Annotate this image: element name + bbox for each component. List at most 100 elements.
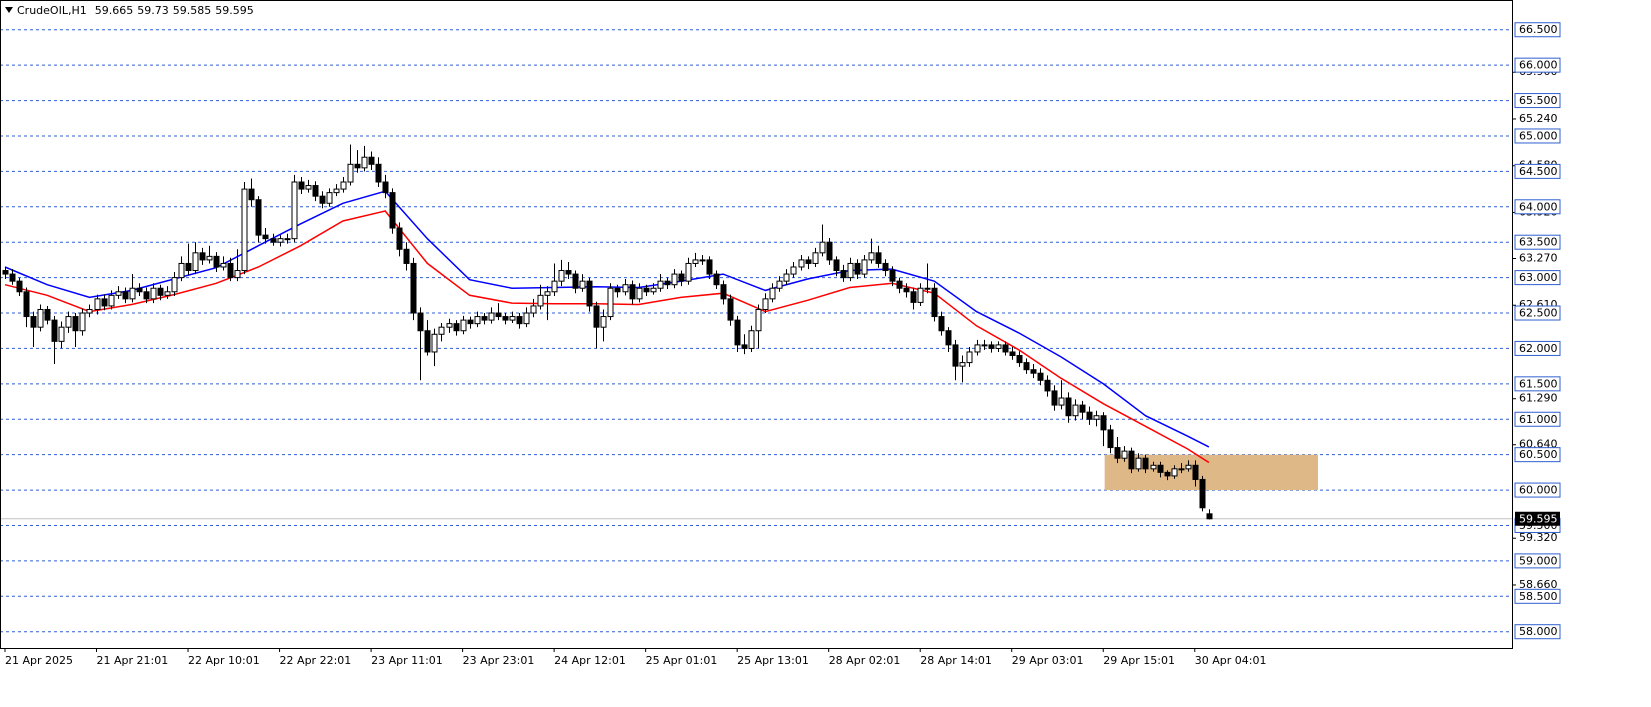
y-tick-label: 62.000 [1519, 342, 1558, 355]
candle-body [382, 181, 389, 194]
candle-body [150, 287, 157, 300]
candle-body [748, 330, 755, 349]
y-tick-box [1514, 411, 1561, 427]
candle-body [298, 181, 305, 190]
candle-body [122, 291, 129, 300]
x-tick-label: 30 Apr 04:01 [1195, 654, 1267, 667]
candle-body [72, 316, 79, 332]
candle-body [586, 280, 593, 307]
moving-average-line [4, 210, 1210, 464]
current-price-box [1515, 511, 1560, 526]
candle-body [206, 255, 213, 261]
candle-body [657, 280, 664, 289]
candle-body [783, 273, 790, 282]
candle-body [812, 252, 819, 264]
candle-body [868, 252, 875, 261]
y-tick-label: 66.000 [1519, 59, 1558, 72]
candle-body [1051, 390, 1058, 406]
candle-body [600, 316, 607, 328]
candle-body [291, 181, 298, 240]
y-tick-box [1514, 93, 1561, 109]
y-tick-label: 65.500 [1519, 94, 1558, 107]
x-tick-label: 23 Apr 23:01 [463, 654, 535, 667]
candle-body [368, 156, 375, 165]
y-tick-label: 63.000 [1519, 271, 1558, 284]
candle-body [143, 291, 150, 300]
y-tick-box [1514, 305, 1561, 321]
high-value: 59.73 [137, 4, 169, 17]
x-tick-label: 23 Apr 11:01 [371, 654, 443, 667]
candle-body [903, 287, 910, 293]
y-tick-box [1514, 270, 1561, 286]
candle-body [896, 280, 903, 289]
candle-body [1121, 450, 1128, 459]
candle-body [1065, 397, 1072, 417]
candle-body [481, 316, 488, 321]
candle-body [446, 323, 453, 328]
candle-body [284, 238, 291, 241]
candle-body [671, 273, 678, 286]
candle-body [1030, 369, 1037, 374]
candle-body [650, 287, 657, 293]
x-tick-label: 22 Apr 22:01 [280, 654, 352, 667]
candle-body [509, 316, 516, 321]
candle-body [410, 262, 417, 314]
candle-body [220, 262, 227, 268]
candle-body [692, 259, 699, 264]
y-tick-box [1514, 22, 1561, 38]
header: CrudeOIL,H1 59.665 59.73 59.585 59.595 [17, 4, 254, 17]
candle-body [136, 287, 143, 293]
candle-body [1079, 404, 1086, 413]
y-tick-label: 58.000 [1519, 625, 1558, 638]
candle-body [241, 188, 248, 272]
candle-body [607, 287, 614, 318]
candle-body [713, 273, 720, 286]
candle-body [861, 259, 868, 275]
menu-triangle[interactable] [5, 7, 13, 13]
candle-body [270, 238, 277, 243]
candle-body [129, 287, 136, 300]
candle-body [720, 284, 727, 300]
y-tick-box [1514, 553, 1561, 569]
y-tick-box [1514, 128, 1561, 144]
candle-body [453, 323, 460, 332]
candle-body [790, 266, 797, 275]
candle-body [178, 262, 185, 279]
x-tick-label: 24 Apr 12:01 [554, 654, 626, 667]
plot-frame [0, 0, 1513, 649]
x-tick-label: 25 Apr 01:01 [646, 654, 718, 667]
candle-body [544, 291, 551, 296]
x-tick-label: 22 Apr 10:01 [188, 654, 260, 667]
candle-body [86, 308, 93, 314]
candle-body [438, 326, 445, 335]
candle-body [1023, 362, 1030, 371]
candle-body [1157, 464, 1164, 473]
candle-body [614, 287, 621, 293]
candle-body [1135, 457, 1142, 470]
x-tick-label: 28 Apr 14:01 [920, 654, 992, 667]
y-tick-box [1514, 234, 1561, 250]
candle-body [192, 252, 199, 272]
candle-body [945, 330, 952, 346]
candle-body [988, 344, 995, 349]
candle-body [1150, 464, 1157, 470]
candle-body [840, 270, 847, 279]
y-tick-label: 59.000 [1519, 554, 1558, 567]
candle-body [952, 344, 959, 367]
plot [0, 29, 1512, 633]
low-value: 59.585 [173, 4, 212, 17]
y-tick-box [1514, 588, 1561, 604]
candle-body [565, 270, 572, 275]
candle-body [403, 248, 410, 264]
candle-body [1044, 379, 1051, 392]
y-tick-box [1514, 482, 1561, 498]
candle-body [1016, 355, 1023, 364]
y-tick-label: 60.500 [1519, 448, 1558, 461]
candle-body [227, 262, 234, 279]
candle-body [572, 273, 579, 289]
y-tick-label: 63.500 [1519, 236, 1558, 249]
candle-body [115, 291, 122, 296]
x-tick-label: 28 Apr 02:01 [829, 654, 901, 667]
candle-body [347, 163, 354, 183]
candle-body [776, 280, 783, 289]
